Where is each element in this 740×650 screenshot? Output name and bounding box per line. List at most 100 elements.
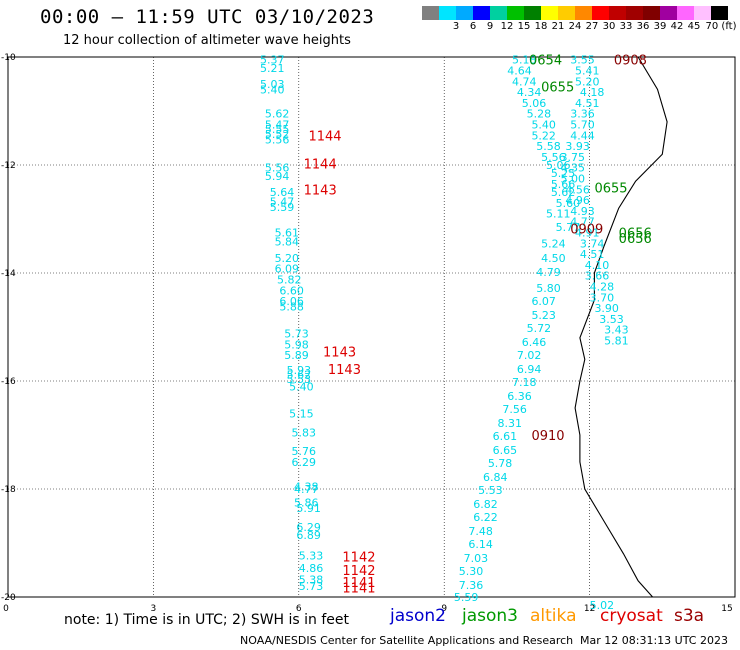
x-tick-label: 15 <box>721 604 732 614</box>
map-frame <box>7 56 736 598</box>
wave-height-label: 3.74 <box>580 237 605 250</box>
x-tick-label: 3 <box>151 604 157 614</box>
wave-height-label: 5.18 <box>512 54 537 67</box>
wave-height-label: 7.56 <box>502 403 527 416</box>
map-grid <box>8 57 735 597</box>
legend-altika: altika <box>530 606 577 626</box>
colorbar-swatch <box>592 6 609 20</box>
wave-height-label: 5.23 <box>531 309 556 322</box>
wave-height-label: 5.37 <box>260 54 285 67</box>
wave-height-label: 5.47 <box>270 196 295 209</box>
colorbar-label: 36 <box>636 21 650 32</box>
wave-height-colorbar <box>422 6 728 20</box>
y-tick-label: -14 <box>1 269 16 279</box>
colorbar-label: 15 <box>517 21 531 32</box>
colorbar-label: 39 <box>653 21 667 32</box>
wave-height-label: 5.02 <box>590 599 615 612</box>
wave-height-label: 8.31 <box>498 417 522 430</box>
wave-height-label: 5.72 <box>527 322 552 335</box>
colorbar-label: 70 (ft) <box>705 21 737 32</box>
wave-height-label: 6.29 <box>296 521 321 534</box>
colorbar-label: 12 <box>500 21 514 32</box>
wave-height-label: 5.61 <box>275 227 300 240</box>
y-tick-label: -12 <box>1 161 16 171</box>
coastline <box>574 56 668 598</box>
wave-height-label: 5.62 <box>265 108 290 121</box>
wave-height-label: 4.28 <box>590 281 615 294</box>
wave-height-label: 6.61 <box>493 430 517 443</box>
wave-height-label: 5.20 <box>275 252 300 265</box>
pass-time-label: 1142 <box>342 551 375 566</box>
wave-height-label: 3.90 <box>594 302 619 315</box>
colorbar-labels: 3 6 9 12 15 18 21 24 27 30 33 36 39 42 45 70 (ft) <box>422 21 737 35</box>
wave-height-label: 5.40 <box>260 83 285 96</box>
wave-height-label: 4.74 <box>512 75 537 88</box>
x-tick-label: 12 <box>584 604 595 614</box>
wave-height-label: 4.96 <box>565 194 590 207</box>
wave-height-label: 5.00 <box>561 173 586 186</box>
wave-height-label: 6.06 <box>279 295 304 308</box>
wave-height-label: 5.21 <box>260 62 285 75</box>
colorbar-swatch <box>711 6 728 20</box>
wave-height-labels: 5.375.215.035.405.625.475.555.525.565.56… <box>260 54 629 612</box>
colorbar-swatch <box>541 6 558 20</box>
wave-height-label: 5.06 <box>546 159 571 172</box>
wave-height-label: 5.56 <box>265 134 290 147</box>
wave-height-label: 6.94 <box>517 363 542 376</box>
wave-height-label: 7.48 <box>468 525 493 538</box>
wave-height-label: 7.02 <box>517 349 542 362</box>
wave-height-label: 7.36 <box>459 579 484 592</box>
wave-height-label: 5.83 <box>292 426 317 439</box>
wave-height-label: 5.84 <box>275 236 300 249</box>
wave-height-label: 5.52 <box>265 128 290 141</box>
pass-time-label: 0908 <box>614 54 647 69</box>
wave-height-label: 5.66 <box>551 178 576 191</box>
wave-height-label: 5.11 <box>546 208 571 221</box>
wave-height-label: 5.24 <box>541 237 566 250</box>
wave-height-label: 4.93 <box>570 205 595 218</box>
colorbar-label: 18 <box>534 21 548 32</box>
footer-timestamp: Mar 12 08:31:13 UTC 2023 <box>580 634 728 647</box>
wave-height-label: 5.93 <box>287 364 312 377</box>
colorbar-swatch <box>456 6 473 20</box>
colorbar-label: 3 <box>452 21 460 32</box>
wave-height-label: 5.25 <box>551 167 576 180</box>
wave-height-label: 4.91 <box>575 227 600 240</box>
pass-time-label: 1143 <box>304 183 337 198</box>
wave-height-label: 4.10 <box>585 259 610 272</box>
wave-height-label: 5.22 <box>531 129 556 142</box>
axis-ticks: 0 3 6 9 12 15 -10 -12 -14 -16 -18 -20 <box>1 53 733 614</box>
wave-height-label: 5.47 <box>265 119 290 132</box>
chart-subtitle: 12 hour collection of altimeter wave hei… <box>63 33 351 48</box>
pass-time-label: 1141 <box>342 581 375 596</box>
pass-time-labels: 1144114411431143114311421142114111410654… <box>304 54 652 597</box>
wave-height-label: 6.14 <box>468 538 493 551</box>
pass-time-label: 0910 <box>531 429 564 444</box>
colorbar-swatch <box>660 6 677 20</box>
wave-height-label: 5.53 <box>287 373 312 386</box>
colorbar-label: 21 <box>551 21 565 32</box>
wave-height-label: 5.73 <box>284 327 309 340</box>
legend-note: note: 1) Time is in UTC; 2) SWH is in fe… <box>64 612 350 628</box>
chart-title: 00:00 – 11:59 UTC 03/10/2023 <box>40 6 375 28</box>
wave-height-label: 5.28 <box>527 108 552 121</box>
colorbar-label: 6 <box>469 21 477 32</box>
wave-height-label: 6.09 <box>275 263 300 276</box>
pass-time-label: 1141 <box>342 576 375 591</box>
colorbar-swatch <box>558 6 575 20</box>
wave-height-label: 3.43 <box>604 324 629 337</box>
wave-height-label: 5.33 <box>299 549 324 562</box>
colorbar-label: 30 <box>602 21 616 32</box>
x-tick-label: 6 <box>296 604 302 614</box>
wave-height-label: 5.82 <box>277 273 302 286</box>
pass-time-label: 1144 <box>304 157 337 172</box>
wave-height-label: 4.34 <box>517 86 542 99</box>
wave-height-label: 6.82 <box>473 498 498 511</box>
wave-height-label: 5.88 <box>279 300 304 313</box>
wave-height-label: 5.03 <box>260 78 285 91</box>
colorbar-swatch <box>677 6 694 20</box>
colorbar-label: 45 <box>687 21 701 32</box>
pass-time-label: 0654 <box>529 54 562 69</box>
pass-time-label: 1143 <box>328 363 361 378</box>
